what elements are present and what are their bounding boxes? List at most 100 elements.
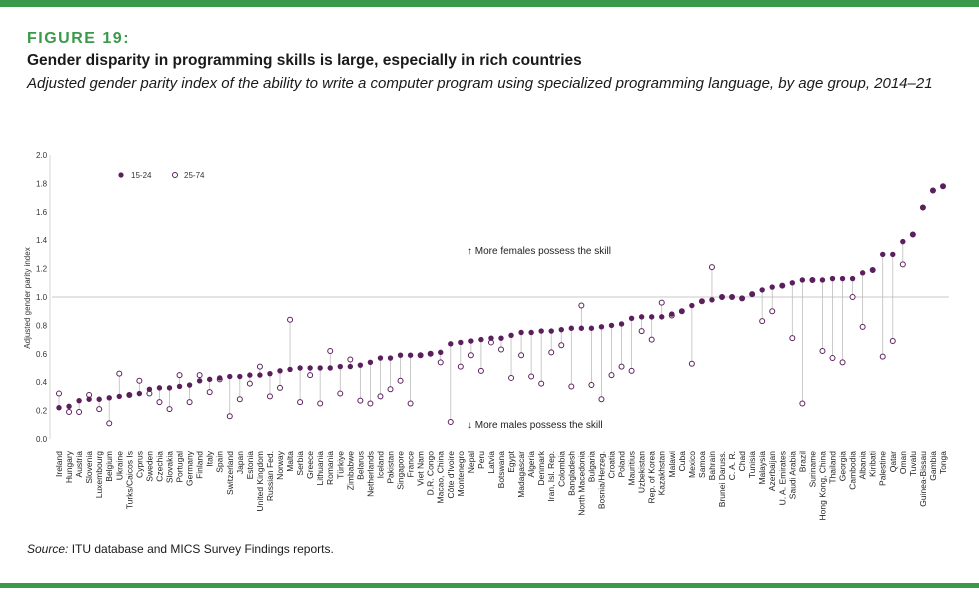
point-15-24 — [548, 328, 554, 334]
point-15-24 — [779, 282, 785, 289]
point-25-74 — [829, 355, 836, 362]
point-25-74 — [297, 399, 304, 406]
x-tick-label: Iran, Isl. Rep. — [546, 451, 556, 502]
x-tick-label: Bulgaria — [586, 451, 596, 482]
point-15-24 — [638, 314, 645, 320]
legend-marker-15-24 — [118, 172, 124, 178]
x-tick-label: C. A. R. — [727, 451, 737, 480]
point-25-74 — [477, 367, 484, 374]
x-tick-label: Lithuania — [315, 451, 325, 486]
point-15-24 — [789, 280, 796, 286]
x-axis-labels: Ireland Hungary Austria Slovenia Luxembourg B… — [54, 450, 948, 520]
y-tick-label: 1.0 — [36, 293, 48, 302]
x-tick-label: Malawi — [667, 451, 677, 478]
x-tick-label: Belarus — [355, 451, 365, 480]
point-25-74 — [789, 335, 796, 342]
point-15-24 — [277, 368, 283, 374]
point-25-74 — [337, 390, 344, 397]
point-25-74 — [608, 372, 615, 379]
point-15-24 — [659, 314, 665, 320]
point-15-24 — [56, 405, 62, 411]
x-tick-label: Uzbekistan — [637, 451, 647, 493]
point-25-74 — [287, 316, 294, 323]
x-tick-label: Mauritius — [627, 451, 637, 485]
x-tick-label: Nepal — [466, 451, 476, 473]
point-15-24 — [628, 315, 635, 321]
x-tick-label: Serbia — [295, 451, 305, 476]
point-25-74 — [588, 382, 595, 389]
x-tick-label: Norway — [275, 450, 285, 480]
point-15-24 — [618, 321, 625, 327]
x-tick-label: Kazakhstan — [657, 451, 667, 496]
point-25-74 — [76, 409, 83, 416]
point-25-74 — [277, 384, 283, 391]
point-25-74 — [96, 406, 103, 413]
point-15-24 — [206, 376, 213, 383]
x-tick-label: Denmark — [536, 450, 546, 485]
x-tick-label: Palestine — [878, 451, 888, 486]
point-25-74 — [628, 367, 635, 374]
x-tick-label: Cambodia — [848, 451, 858, 490]
point-15-24 — [166, 385, 173, 391]
point-15-24 — [528, 329, 534, 336]
point-15-24 — [247, 372, 253, 378]
point-25-74 — [347, 356, 354, 363]
bottom-accent-bar — [0, 583, 979, 588]
point-25-74 — [447, 418, 454, 425]
legend-label-15-24: 15-24 — [131, 171, 152, 180]
point-15-24 — [126, 392, 133, 398]
y-tick-label: 0.6 — [36, 350, 48, 359]
point-25-74 — [226, 413, 233, 420]
point-15-24 — [287, 366, 293, 373]
point-25-74 — [236, 396, 243, 403]
x-tick-label: Slovenia — [84, 451, 94, 484]
point-25-74 — [849, 294, 856, 300]
point-15-24 — [719, 294, 725, 300]
y-tick-label: 1.2 — [36, 265, 48, 274]
point-15-24 — [176, 383, 183, 390]
point-25-74 — [508, 374, 515, 381]
annotation-more-females: ↑ More females possess the skill — [467, 246, 611, 257]
point-15-24 — [739, 295, 745, 302]
point-15-24 — [689, 302, 695, 309]
point-15-24 — [568, 325, 575, 331]
x-tick-label: Netherlands — [365, 451, 375, 497]
point-25-74 — [799, 400, 806, 407]
point-15-24 — [468, 338, 474, 344]
x-tick-label: Hong Kong, China — [817, 451, 827, 521]
point-15-24 — [257, 372, 263, 378]
y-tick-label: 0.2 — [36, 407, 48, 416]
x-tick-label: Switzerland — [225, 451, 235, 495]
point-25-74 — [839, 359, 846, 366]
point-15-24 — [347, 363, 354, 370]
x-tick-label: Malta — [285, 451, 295, 472]
y-axis-title: Adjusted gender parity index — [23, 247, 32, 348]
x-tick-label: Colombia — [556, 451, 566, 487]
x-tick-label: Albania — [858, 451, 868, 480]
point-15-24 — [900, 238, 906, 245]
point-15-24 — [76, 397, 82, 404]
x-tick-label: Latvia — [486, 451, 496, 474]
point-15-24 — [809, 277, 816, 283]
x-tick-label: Portugal — [175, 451, 185, 483]
x-tick-label: Botswana — [496, 451, 506, 489]
x-tick-label: Peru — [476, 451, 486, 469]
x-tick-label: Türkiye — [335, 451, 345, 479]
point-25-74 — [357, 397, 364, 404]
point-25-74 — [407, 400, 414, 407]
point-15-24 — [458, 339, 464, 346]
x-tick-label: Macao, China — [436, 451, 446, 504]
point-25-74 — [769, 308, 776, 315]
point-15-24 — [699, 298, 705, 304]
x-tick-label: Zimbabwe — [345, 451, 355, 490]
y-tick-label: 1.4 — [36, 236, 48, 245]
x-tick-label: Ukraine — [114, 451, 124, 481]
point-15-24 — [940, 183, 946, 189]
point-25-74 — [708, 264, 715, 271]
point-15-24 — [849, 275, 856, 282]
point-15-24 — [116, 393, 122, 400]
point-15-24 — [839, 275, 846, 282]
point-15-24 — [66, 403, 72, 410]
x-tick-label: Côte d'Ivoire — [446, 451, 456, 499]
source-text: ITU database and MICS Survey Findings re… — [68, 542, 334, 556]
